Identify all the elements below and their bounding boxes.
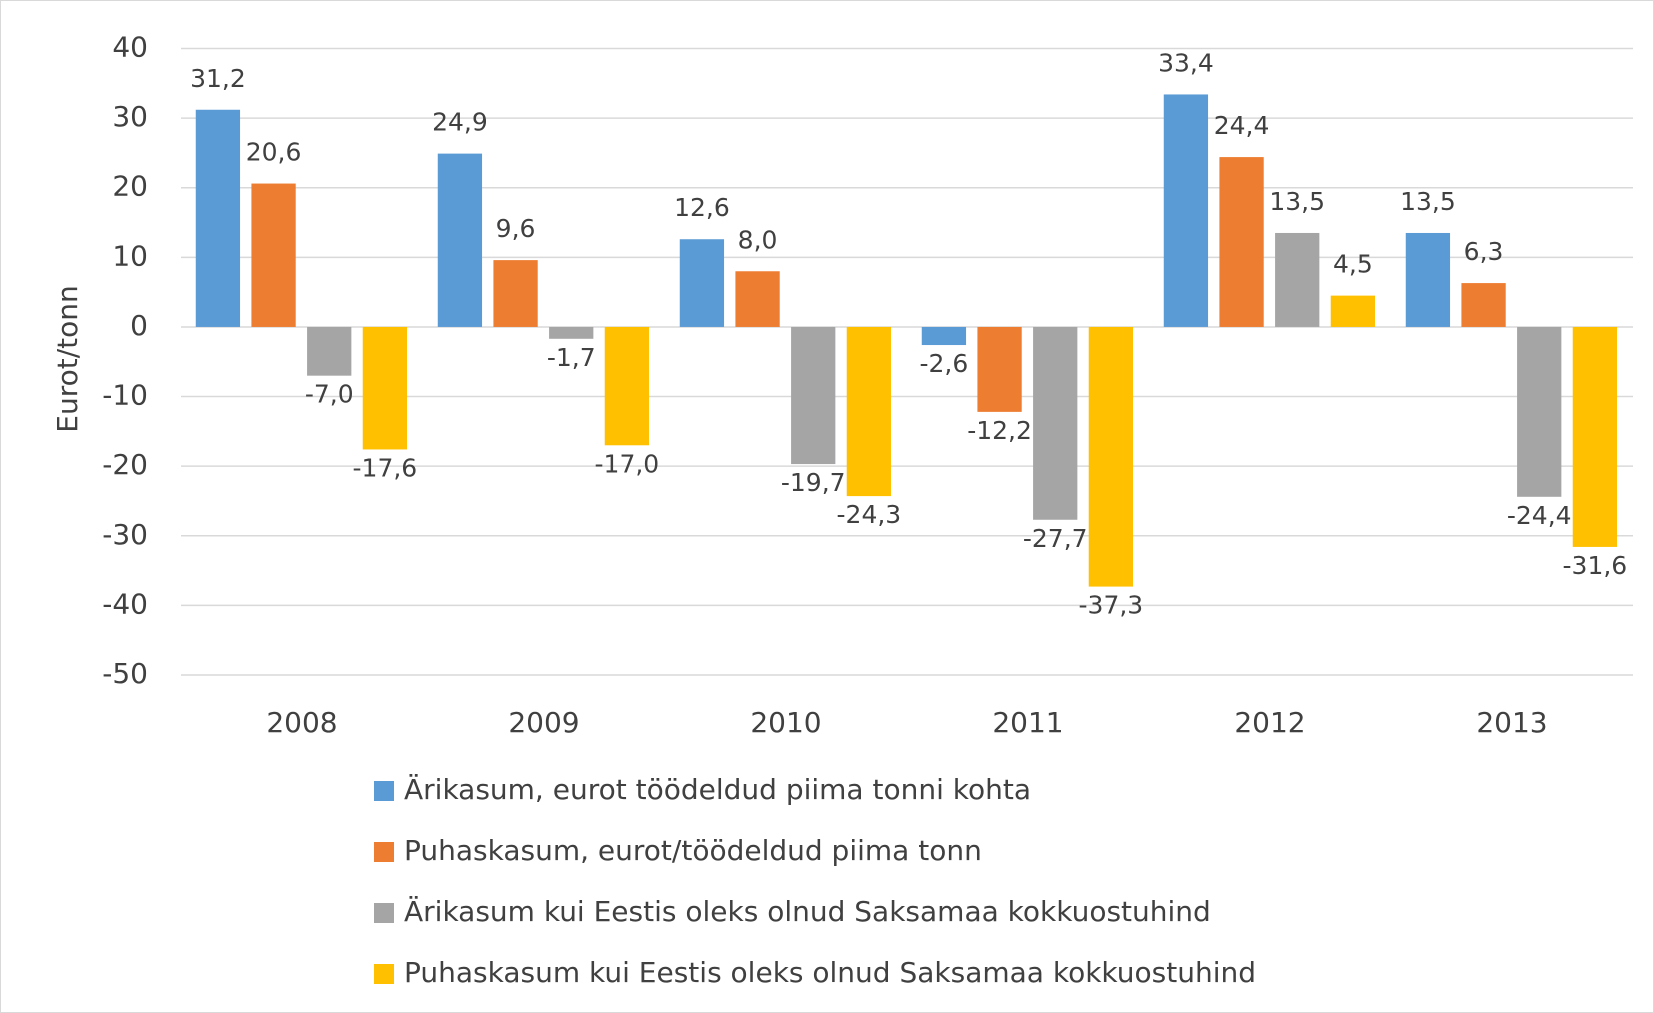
bar (1163, 94, 1209, 327)
data-label: 4,5 (1333, 250, 1373, 279)
y-tick-label: -40 (102, 587, 148, 620)
bar (735, 271, 780, 327)
x-tick-label: 2013 (1476, 706, 1547, 739)
data-label: -24,4 (1507, 501, 1572, 530)
bar (977, 326, 1022, 412)
data-label: 33,4 (1158, 48, 1214, 77)
bar (493, 260, 538, 327)
bar (921, 326, 967, 346)
bar (1517, 326, 1562, 497)
data-label: 9,6 (496, 214, 536, 243)
data-label: -24,3 (837, 500, 902, 529)
y-tick-label: -20 (102, 448, 148, 481)
data-label: -7,0 (305, 380, 354, 409)
y-tick-label: 0 (130, 309, 148, 342)
x-tick-label: 2008 (266, 706, 337, 739)
y-tick-label: 20 (112, 170, 148, 203)
legend-label: Ärikasum, eurot töödeldud piima tonni ko… (404, 773, 1031, 806)
bar (1461, 283, 1506, 327)
bar (1330, 295, 1376, 327)
bar (1572, 326, 1618, 547)
data-label: -17,0 (595, 449, 660, 478)
data-label: -19,7 (781, 468, 846, 497)
data-label: 20,6 (246, 138, 302, 167)
bar (251, 183, 296, 327)
data-label: 13,5 (1269, 187, 1325, 216)
y-tick-label: -50 (102, 657, 148, 690)
data-label: -12,2 (967, 416, 1032, 445)
bar (846, 326, 892, 497)
bar (604, 326, 650, 446)
data-label: -31,6 (1563, 551, 1628, 580)
legend-swatch (374, 964, 394, 984)
data-label: 31,2 (190, 64, 246, 93)
bar (1088, 326, 1134, 587)
bar (362, 326, 408, 450)
y-tick-label: -30 (102, 518, 148, 551)
data-label: -1,7 (547, 343, 596, 372)
data-label: 24,4 (1214, 111, 1270, 140)
bar (437, 153, 483, 327)
y-tick-label: 30 (112, 100, 148, 133)
data-label: -37,3 (1079, 591, 1144, 620)
bar (549, 326, 594, 339)
legend-swatch (374, 781, 394, 801)
legend-label: Puhaskasum, eurot/töödeldud piima tonn (404, 834, 982, 867)
y-axis-label: Eurot/tonn (51, 285, 84, 432)
bar (791, 326, 836, 465)
legend-swatch (374, 903, 394, 923)
y-tick-label: 10 (112, 239, 148, 272)
data-label: 8,0 (738, 225, 778, 254)
data-label: 6,3 (1464, 237, 1504, 266)
bar (195, 109, 241, 327)
legend-label: Puhaskasum kui Eestis oleks olnud Saksam… (404, 956, 1256, 989)
bar (679, 239, 725, 327)
x-tick-label: 2011 (992, 706, 1063, 739)
bar (1033, 326, 1078, 520)
data-label: 12,6 (674, 193, 730, 222)
data-label: -2,6 (920, 349, 969, 378)
legend-label: Ärikasum kui Eestis oleks olnud Saksamaa… (404, 895, 1211, 928)
bar (1405, 232, 1451, 327)
data-label: 24,9 (432, 108, 488, 137)
bar (307, 326, 352, 376)
x-tick-label: 2012 (1234, 706, 1305, 739)
data-label: 13,5 (1400, 187, 1456, 216)
x-tick-label: 2009 (508, 706, 579, 739)
legend-swatch (374, 842, 394, 862)
y-tick-label: 40 (112, 31, 148, 64)
bar (1275, 232, 1320, 327)
bar (1219, 157, 1264, 327)
x-tick-label: 2010 (750, 706, 821, 739)
data-label: -27,7 (1023, 524, 1088, 553)
y-tick-label: -10 (102, 379, 148, 412)
data-label: -17,6 (353, 453, 418, 482)
